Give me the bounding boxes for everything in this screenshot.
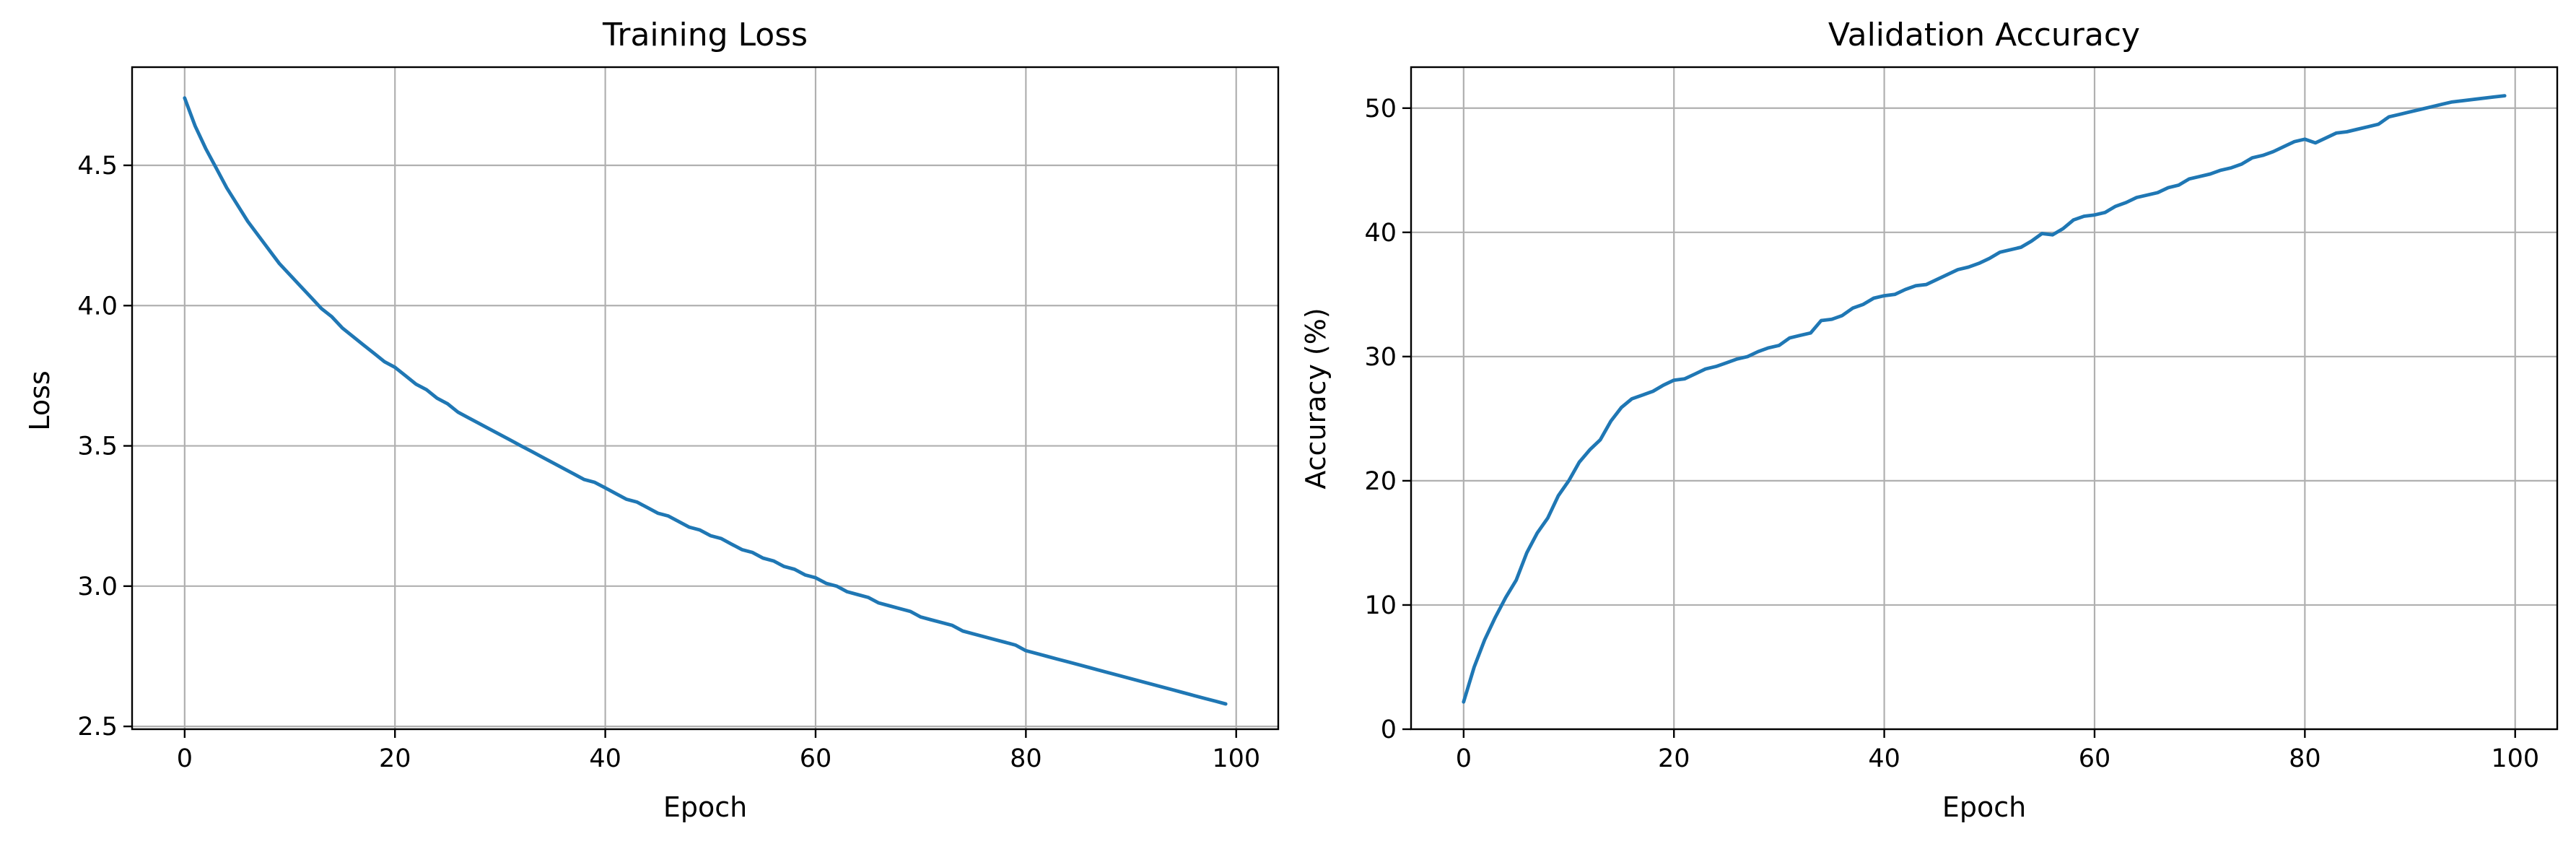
- series: [1462, 94, 2507, 704]
- grid: [1411, 67, 2557, 731]
- plot-frame: [1410, 66, 2559, 731]
- x-tick-label: 100: [1212, 744, 1260, 773]
- y-tick-label: 0: [1381, 715, 1397, 744]
- training-loss-chart: Training Loss Epoch Loss 0 20 40 60 80 100 2.5…: [24, 17, 1280, 823]
- x-tick-label: 0: [177, 744, 193, 773]
- y-tick-label: 2.5: [77, 713, 118, 741]
- y-tick-label: 20: [1364, 467, 1397, 496]
- x-tick-label: 20: [1658, 744, 1690, 773]
- y-tick-label: 3.5: [77, 432, 118, 461]
- x-tick-label: 60: [2079, 744, 2111, 773]
- x-tick-label: 80: [1010, 744, 1042, 773]
- y-tick-label: 40: [1364, 219, 1397, 248]
- x-tick-label: 0: [1456, 744, 1472, 773]
- x-axis-label: Epoch: [1942, 791, 2026, 823]
- x-tick-label: 40: [1868, 744, 1900, 773]
- chart-title: Training Loss: [602, 17, 808, 53]
- series: [183, 96, 1228, 706]
- plot-frame: [131, 66, 1280, 731]
- grid: [132, 67, 1278, 729]
- ticks: 0 20 40 60 80 100 2.5 3.0 3.5 4.0 4.5: [77, 152, 1260, 773]
- x-tick-label: 20: [379, 744, 411, 773]
- y-tick-label: 3.0: [77, 573, 118, 601]
- x-tick-label: 60: [800, 744, 832, 773]
- x-tick-label: 80: [2289, 744, 2321, 773]
- series-line: [1462, 94, 2507, 704]
- y-axis-label: Loss: [24, 370, 56, 430]
- y-tick-label: 4.5: [77, 152, 118, 180]
- y-axis-label: Accuracy (%): [1300, 308, 1332, 489]
- y-tick-label: 30: [1364, 343, 1397, 372]
- x-tick-label: 100: [2491, 744, 2539, 773]
- chart-title: Validation Accuracy: [1828, 17, 2140, 53]
- series-line: [183, 96, 1228, 706]
- y-tick-label: 50: [1364, 95, 1397, 123]
- ticks: 0 20 40 60 80 100 0 10 20 30 40 50: [1364, 95, 2539, 773]
- y-tick-label: 4.0: [77, 292, 118, 321]
- validation-accuracy-chart: Validation Accuracy Epoch Accuracy (%) 0…: [1300, 17, 2559, 823]
- x-axis-label: Epoch: [663, 791, 747, 823]
- x-tick-label: 40: [589, 744, 621, 773]
- y-tick-label: 10: [1364, 591, 1397, 620]
